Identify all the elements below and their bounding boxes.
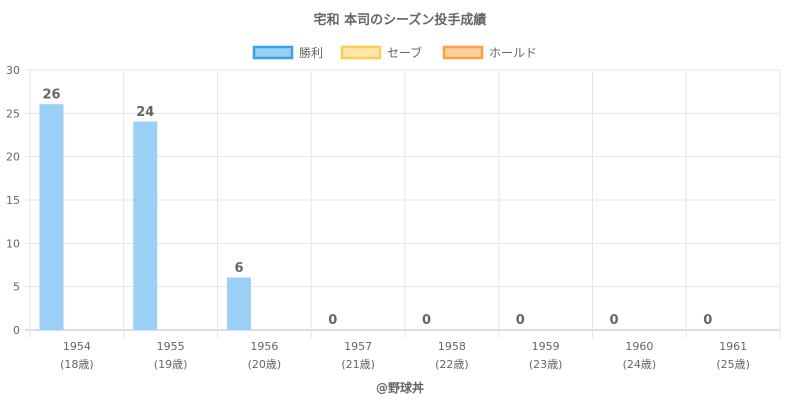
- data-label: 26: [42, 88, 60, 103]
- bar-勝利: [227, 277, 251, 331]
- data-label: 24: [136, 105, 154, 120]
- legend-label: セーブ: [387, 45, 422, 60]
- legend-swatch: [252, 45, 294, 60]
- x-tick-label: 1959: [532, 340, 560, 353]
- x-tick-label: 1958: [438, 340, 466, 353]
- y-tick-label: 10: [6, 237, 20, 250]
- data-label: 0: [328, 313, 337, 328]
- y-tick-label: 20: [6, 151, 20, 164]
- legend: 勝利 セーブ ホールド: [252, 45, 537, 60]
- x-tick-sublabel: (22歳): [435, 358, 469, 371]
- chart-footer: @野球丼: [376, 380, 424, 395]
- legend-label: 勝利: [299, 45, 323, 60]
- x-axis-labels: 1954 (18歳) 1955 (19歳) 1956 (20歳) 1957 (21歳) 1958…: [60, 340, 750, 371]
- x-tick-sublabel: (23歳): [529, 358, 563, 371]
- legend-swatch: [442, 45, 484, 60]
- y-tick-label: 30: [6, 64, 20, 77]
- x-tick-sublabel: (18歳): [60, 358, 94, 371]
- x-tick-label: 1957: [344, 340, 372, 353]
- x-tick-sublabel: (19歳): [154, 358, 188, 371]
- x-tick-label: 1960: [625, 340, 653, 353]
- x-tick-label: 1954: [63, 340, 91, 353]
- x-tick-sublabel: (20歳): [248, 358, 282, 371]
- x-tick-label: 1956: [250, 340, 278, 353]
- bars: 26 24 6 0 0 0 0 0: [39, 88, 712, 331]
- data-label: 6: [234, 261, 243, 276]
- legend-label: ホールド: [489, 46, 537, 60]
- data-label: 0: [516, 313, 525, 328]
- x-tick-sublabel: (25歳): [716, 358, 750, 371]
- data-label: 0: [609, 313, 618, 328]
- data-label: 0: [422, 313, 431, 328]
- y-tick-label: 5: [13, 281, 20, 294]
- data-label: 0: [703, 313, 712, 328]
- x-tick-sublabel: (24歳): [623, 358, 657, 371]
- y-tick-label: 15: [6, 194, 20, 207]
- x-tick-label: 1955: [157, 340, 185, 353]
- legend-swatch: [340, 45, 382, 60]
- grid: 0 5 10 15 20 25 30: [6, 64, 781, 338]
- chart-title: 宅和 本司のシーズン投手成績: [314, 12, 487, 28]
- bar-勝利: [133, 121, 158, 331]
- x-tick-sublabel: (21歳): [341, 358, 375, 371]
- bar-勝利: [39, 104, 64, 331]
- y-tick-label: 0: [13, 324, 20, 337]
- x-tick-label: 1961: [719, 340, 747, 353]
- y-tick-label: 25: [6, 107, 20, 120]
